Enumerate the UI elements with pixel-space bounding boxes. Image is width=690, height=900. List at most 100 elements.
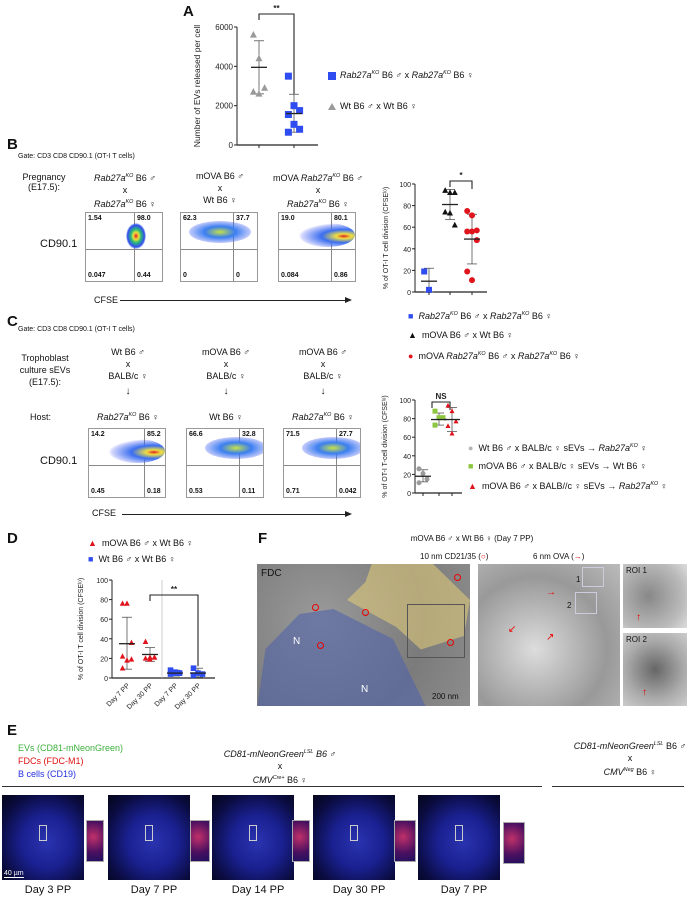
x-label-cfse: CFSE	[94, 295, 119, 305]
legend-a-item-2: Wt B6 ♂ x Wt B6 ♀	[340, 101, 418, 111]
flow-cytometry-plot: 19.0 80.1 0.084 0.86	[278, 212, 356, 282]
data-point-square	[296, 107, 304, 115]
data-point-triangle	[451, 221, 458, 228]
y-tick-label: 40	[100, 637, 108, 644]
em-image-fdc: FDC N N 200 nm	[257, 564, 470, 706]
em-roi-2: ROI 2 ↑	[623, 633, 687, 706]
data-point-circle	[473, 237, 480, 244]
zoom-inset	[86, 820, 104, 862]
y-tick-label: 40	[403, 247, 411, 254]
gold-particle-circle	[312, 604, 319, 611]
host-label: Rab27aKO B6 ♀	[291, 412, 355, 422]
data-point-triangle	[128, 656, 135, 662]
cross-line: CMVCre+ B6 ♀	[252, 775, 308, 785]
fluorescence-image	[212, 795, 294, 880]
data-point-square	[190, 665, 197, 671]
legend-d-item: ■ Wt B6 ♂ x Wt B6 ♀	[88, 554, 176, 564]
zoom-inset	[394, 820, 416, 862]
data-point-square	[432, 408, 438, 414]
gold-particle-circle	[317, 642, 324, 649]
quadrant-percentage: 0.047	[88, 272, 106, 279]
gold-particle-circle	[362, 609, 369, 616]
gold-particle-circle	[447, 639, 454, 646]
flow-plot-title: mOVA B6 ♂ x BALB/c ♀	[253, 346, 393, 382]
quadrant-percentage: 14.2	[91, 431, 105, 438]
data-point-square	[436, 415, 442, 421]
zoom-inset	[292, 820, 310, 862]
flow-cytometry-plot: 14.2 85.2 0.45 0.18	[88, 428, 166, 498]
fluorescence-image	[418, 795, 500, 880]
data-point-triangle	[124, 657, 130, 663]
pregnancy-label: Pregnancy (E17.5):	[14, 172, 74, 192]
data-point-square	[199, 671, 206, 677]
zoom-box	[407, 604, 465, 658]
y-label-cd90: CD90.1	[40, 238, 78, 250]
divider	[2, 786, 542, 787]
significance-label: *	[459, 171, 463, 180]
cfse-axis-arrow	[120, 297, 352, 303]
data-point-square	[421, 268, 428, 275]
roi-label: ROI 2	[626, 635, 647, 644]
inset-region-box	[248, 824, 257, 841]
data-point-circle	[416, 466, 422, 472]
down-arrow-icon: ↓	[320, 386, 326, 397]
timepoint-label: Day 30 PP	[332, 884, 386, 896]
y-label-cd90: CD90.1	[40, 455, 78, 467]
roi-box-1	[582, 567, 604, 587]
panel-label-e: E	[7, 722, 18, 739]
legend-marker-triangle	[328, 103, 336, 110]
title-line: mOVA Rab27aKO B6 ♂	[273, 173, 363, 183]
quadrant-percentage: 0.042	[339, 488, 357, 495]
fluorescence-image	[313, 795, 395, 880]
data-point-circle	[424, 476, 430, 482]
gate-line	[187, 465, 263, 466]
data-point-triangle	[249, 88, 257, 95]
y-tick-label: 20	[100, 656, 108, 663]
data-point-circle	[469, 277, 475, 284]
host-label: Wt B6 ♀	[209, 412, 243, 422]
data-point-triangle	[255, 54, 263, 62]
data-point-triangle	[261, 84, 269, 91]
fdc-label: FDC	[261, 568, 282, 579]
y-tick-label: 0	[407, 491, 411, 498]
y-tick-label: 100	[399, 182, 411, 189]
data-point-triangle	[142, 638, 149, 644]
quadrant-percentage: 0.18	[147, 488, 161, 495]
title-line: mOVA B6 ♂	[298, 347, 348, 357]
down-arrow-icon: ↓	[125, 386, 131, 397]
y-tick-label: 20	[403, 268, 411, 275]
data-point-triangle	[445, 423, 451, 429]
timepoint-label: Day 14 PP	[231, 884, 285, 896]
panel-label-d: D	[7, 530, 18, 547]
title-line: x	[223, 359, 229, 369]
legend-b: ■ Rab27aKO B6 ♂ x Rab27aKO B6 ♀ ▲ mOVA B…	[408, 305, 580, 366]
cell-density-blob	[205, 437, 263, 459]
ova-arrow-icon: ↙	[508, 624, 517, 635]
inset-region-box	[349, 824, 358, 841]
title-line: mOVA B6 ♂	[201, 347, 251, 357]
panel-label-c: C	[7, 313, 18, 330]
significance-bracket	[449, 180, 473, 189]
quadrant-percentage: 37.7	[236, 215, 250, 222]
data-point-triangle	[147, 656, 153, 662]
row-label-line: Trophoblast	[21, 353, 69, 363]
data-point-circle	[469, 228, 475, 235]
data-point-square	[190, 672, 197, 678]
panel-label-b: B	[7, 136, 18, 153]
title-line: BALB/c ♀	[303, 371, 343, 381]
down-arrow-icon: ↓	[223, 386, 229, 397]
significance-label: **	[273, 4, 280, 13]
cross-line: x	[627, 753, 633, 763]
flow-cytometry-plot: 71.5 27.7 0.71 0.042	[283, 428, 361, 498]
significance-bracket	[149, 594, 199, 667]
title-line: BALB/c ♀	[108, 371, 148, 381]
data-point-triangle	[449, 430, 455, 436]
legend-marker-square	[328, 72, 336, 80]
quadrant-percentage: 66.6	[189, 431, 203, 438]
flow-cytometry-plot: 66.6 32.8 0.53 0.11	[186, 428, 264, 498]
nucleus-label: N	[361, 684, 369, 695]
ova-arrow-icon: →	[546, 587, 556, 598]
y-tick-label: 60	[100, 617, 108, 624]
data-point-square	[426, 286, 432, 293]
